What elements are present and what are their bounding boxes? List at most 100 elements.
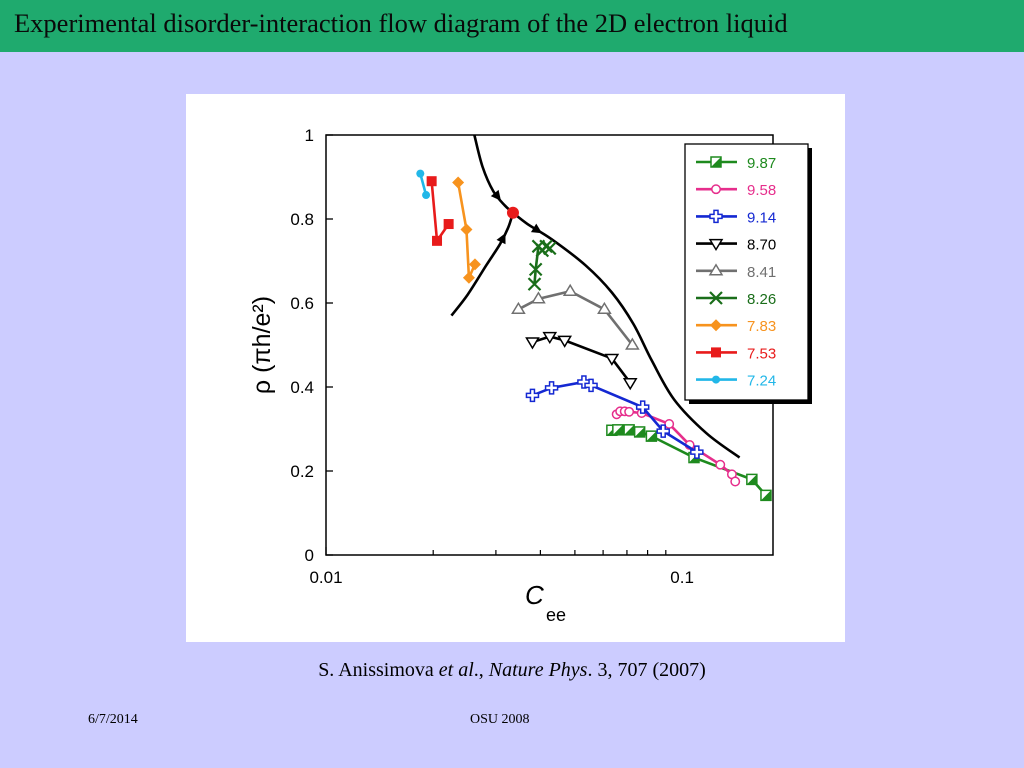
legend-marker	[708, 238, 724, 252]
flow-arrow-lower	[530, 223, 543, 234]
legend-entry: 8.70	[696, 237, 776, 254]
flow-arrow-in	[496, 233, 506, 245]
footer-venue: OSU 2008	[470, 712, 530, 727]
legend-marker	[711, 347, 721, 358]
series-7.83	[452, 176, 481, 284]
series-line	[615, 410, 737, 483]
data-point	[528, 262, 543, 277]
legend-label: 7.53	[747, 345, 776, 362]
citation-journal: Nature Phys	[488, 659, 588, 681]
data-point	[531, 291, 546, 304]
legend-label: 9.58	[747, 182, 776, 199]
legend-marker	[709, 291, 723, 305]
legend-entry: 7.53	[696, 345, 776, 362]
legend-entry: 8.26	[696, 291, 776, 308]
citation: S. Anissimova et al., Nature Phys. 3, 70…	[0, 659, 1024, 682]
x-axis-label-subscript: ee	[546, 605, 566, 625]
legend-marker	[711, 184, 721, 195]
legend-label: 9.14	[747, 209, 776, 226]
legend-entry: 7.83	[696, 318, 776, 335]
y-tick-label: 0	[305, 546, 314, 565]
data-point	[527, 277, 542, 291]
y-axis-label: ρ (πh/e²)	[248, 296, 276, 394]
data-point	[525, 337, 540, 350]
y-tick-label: 0.8	[290, 210, 314, 229]
series-9.87	[606, 424, 772, 502]
data-point	[511, 301, 526, 315]
x-tick-label: 0.01	[309, 568, 342, 587]
legend-label: 8.70	[747, 237, 776, 254]
flow-in-line	[450, 212, 515, 317]
legend-entry: 9.87	[696, 155, 776, 172]
legend-entry: 9.58	[696, 182, 776, 199]
data-point	[730, 476, 741, 487]
legend-marker	[709, 209, 723, 224]
series-8.70	[525, 331, 638, 391]
series-9.14	[525, 375, 704, 459]
data-point	[557, 335, 572, 348]
legend-entry: 7.24	[696, 373, 776, 390]
legend-label: 7.83	[747, 318, 776, 335]
data-point	[468, 258, 481, 271]
citation-sep: .,	[473, 659, 489, 681]
data-point	[542, 331, 558, 345]
legend-entry: 8.41	[696, 263, 776, 281]
data-point	[656, 424, 670, 438]
legend-marker	[712, 375, 720, 384]
data-point	[539, 239, 553, 254]
data-point	[443, 219, 454, 230]
data-point	[416, 169, 425, 178]
data-point	[664, 419, 675, 429]
figure-panel: 0 0.2 0.4 0.6 0.8 1 0.01 0.1 9.87 9.58 9.14 8.70 8.…	[186, 94, 845, 642]
y-tick-label: 0.6	[290, 294, 314, 313]
series-8.41	[511, 283, 640, 350]
data-point	[625, 337, 640, 350]
data-point	[597, 301, 612, 315]
citation-authors: S. Anissimova	[318, 659, 439, 681]
critical-point	[506, 206, 519, 219]
citation-rest: . 3, 707 (2007)	[587, 659, 706, 681]
series-line	[456, 182, 477, 279]
data-point	[452, 176, 465, 189]
slide-title: Experimental disorder-interaction flow d…	[14, 8, 788, 38]
data-point	[525, 388, 540, 403]
data-point	[422, 191, 431, 200]
legend-label: 8.41	[747, 264, 776, 281]
series-line	[430, 181, 450, 245]
data-point	[542, 241, 557, 256]
legend-marker	[710, 319, 722, 332]
flow-diagram-chart: 0 0.2 0.4 0.6 0.8 1 0.01 0.1 9.87 9.58 9.14 8.70 8.…	[248, 126, 812, 625]
data-point	[562, 283, 578, 296]
data-point	[624, 406, 635, 417]
y-tick-label: 0.4	[290, 378, 314, 397]
legend-marker	[708, 263, 724, 276]
y-tick-label: 0.2	[290, 462, 314, 481]
data-point	[426, 176, 437, 187]
data-point	[544, 381, 559, 395]
series-9.58	[611, 406, 741, 487]
title-bar	[0, 0, 1024, 52]
series-7.53	[426, 176, 454, 246]
citation-etal: et al	[438, 659, 474, 681]
data-point	[635, 400, 650, 414]
data-point	[690, 445, 704, 459]
data-point	[622, 378, 638, 391]
data-point	[432, 235, 443, 246]
separatrix-upper-line	[473, 134, 514, 214]
y-tick-label: 1	[305, 126, 314, 145]
x-axis-label: C	[525, 580, 544, 610]
series-8.26	[527, 239, 557, 291]
flow-arrow-upper	[490, 189, 502, 201]
legend-label: 7.24	[747, 373, 776, 390]
data-point	[584, 378, 598, 393]
data-point	[460, 223, 473, 236]
data-point	[604, 353, 620, 366]
x-tick-label: 0.1	[670, 568, 694, 587]
legend-label: 8.26	[747, 291, 776, 308]
series-7.24	[416, 169, 431, 200]
data-point	[715, 459, 726, 470]
data-point	[462, 271, 475, 284]
legend-label: 9.87	[747, 155, 776, 172]
footer-date: 6/7/2014	[88, 712, 138, 727]
legend-entry: 9.14	[696, 209, 776, 226]
